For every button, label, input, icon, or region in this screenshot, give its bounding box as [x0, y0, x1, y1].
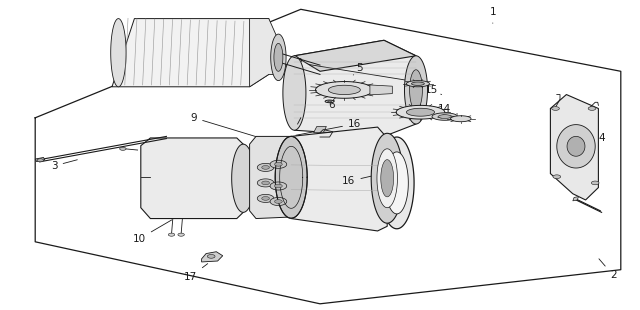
Polygon shape [207, 255, 215, 258]
Polygon shape [451, 116, 471, 122]
Polygon shape [283, 56, 306, 130]
Polygon shape [270, 197, 287, 206]
Polygon shape [262, 197, 269, 200]
Polygon shape [410, 70, 422, 110]
Text: 16: 16 [296, 119, 361, 135]
Polygon shape [112, 19, 269, 87]
Polygon shape [291, 127, 387, 231]
Polygon shape [438, 115, 451, 118]
Polygon shape [316, 82, 373, 98]
Polygon shape [328, 101, 332, 102]
Polygon shape [37, 159, 44, 162]
Polygon shape [262, 166, 269, 169]
Polygon shape [588, 107, 596, 110]
Polygon shape [553, 175, 561, 179]
Polygon shape [325, 100, 334, 103]
Polygon shape [406, 81, 429, 87]
Polygon shape [557, 125, 595, 168]
Polygon shape [396, 105, 445, 119]
Text: 17: 17 [184, 264, 208, 281]
Polygon shape [257, 194, 274, 202]
Polygon shape [591, 181, 599, 185]
Polygon shape [178, 233, 184, 236]
Polygon shape [275, 162, 282, 166]
Text: 9: 9 [191, 113, 265, 139]
Polygon shape [380, 137, 414, 229]
Polygon shape [573, 197, 579, 201]
Polygon shape [432, 113, 458, 120]
Text: 14: 14 [438, 104, 458, 114]
Polygon shape [168, 233, 175, 236]
Text: 4: 4 [588, 133, 605, 143]
Polygon shape [314, 126, 326, 133]
Polygon shape [257, 163, 274, 171]
Polygon shape [294, 40, 416, 136]
Text: 5: 5 [353, 63, 363, 75]
Polygon shape [275, 136, 307, 218]
Polygon shape [35, 157, 45, 162]
Polygon shape [250, 136, 291, 219]
Text: 6: 6 [328, 100, 335, 110]
Text: 10: 10 [133, 220, 172, 244]
Text: 3: 3 [51, 160, 77, 171]
Text: 1: 1 [490, 7, 496, 23]
Polygon shape [328, 85, 360, 95]
Polygon shape [370, 85, 392, 95]
Polygon shape [567, 136, 585, 156]
Text: 15: 15 [425, 85, 442, 95]
Polygon shape [120, 147, 126, 150]
Text: 16: 16 [342, 174, 380, 186]
Polygon shape [385, 152, 408, 214]
Polygon shape [257, 179, 274, 187]
Polygon shape [381, 160, 394, 197]
Polygon shape [552, 107, 559, 110]
Text: 12: 12 [291, 58, 410, 81]
Polygon shape [262, 181, 269, 185]
Polygon shape [270, 182, 287, 190]
Text: 13: 13 [404, 90, 420, 100]
Polygon shape [550, 95, 598, 200]
Polygon shape [141, 138, 243, 219]
Polygon shape [111, 19, 126, 87]
Text: 2: 2 [599, 259, 616, 280]
Polygon shape [294, 40, 416, 71]
Polygon shape [274, 43, 283, 71]
Polygon shape [270, 160, 287, 168]
Polygon shape [412, 82, 424, 85]
Polygon shape [202, 252, 223, 262]
Polygon shape [377, 149, 397, 208]
Polygon shape [275, 184, 282, 188]
Polygon shape [371, 133, 403, 223]
Polygon shape [250, 19, 278, 87]
Polygon shape [275, 200, 282, 203]
Polygon shape [406, 108, 435, 116]
Polygon shape [271, 34, 286, 81]
Polygon shape [404, 56, 428, 124]
Polygon shape [232, 144, 255, 212]
